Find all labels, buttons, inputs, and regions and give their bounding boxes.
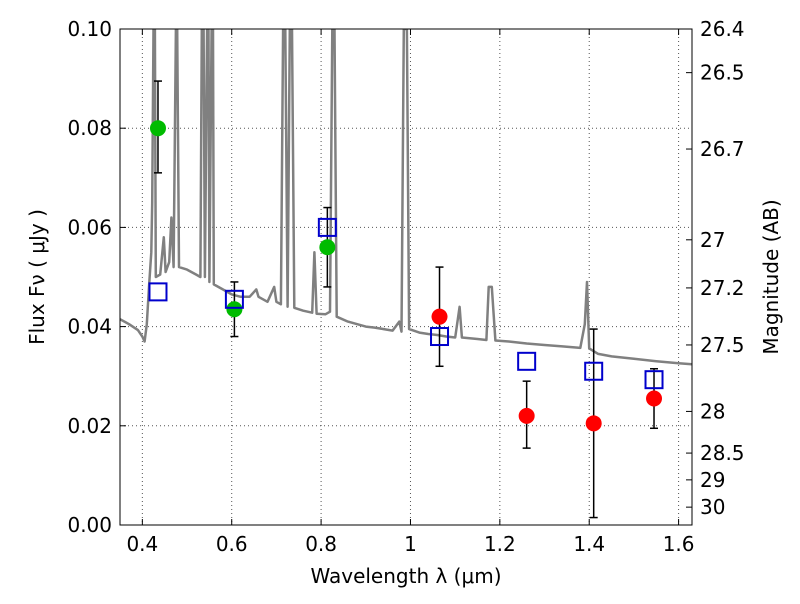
y-tick-label: 0.10: [67, 17, 112, 41]
circle-point: [226, 301, 243, 318]
x-tick-label: 1: [404, 532, 417, 556]
square-point: [317, 217, 337, 237]
y-axis-label: Flux Fν ( μJy ): [25, 209, 49, 345]
y2-tick-label: 26.5: [700, 61, 745, 85]
x-tick-label: 1.4: [573, 532, 605, 556]
y-tick-label: 0.02: [67, 414, 112, 438]
y-tick-label: 0.00: [67, 513, 112, 537]
x-tick-label: 0.6: [216, 532, 248, 556]
y2-tick-label: 27.5: [700, 333, 745, 357]
y-tick-label: 0.04: [67, 315, 112, 339]
plot-frame: [119, 28, 693, 526]
square-point: [644, 370, 664, 390]
square-point: [430, 327, 450, 347]
y2-tick-label: 26.7: [700, 137, 745, 161]
y2-tick-label: 27.2: [700, 276, 745, 300]
y2-tick-label: 27: [700, 228, 725, 252]
axis-ticks: 0.4 0.6 0.8 1 1.2 1.4 1.6 0.00 0.02 0.04 0.06 0.08 0…: [67, 17, 744, 556]
circle-point: [518, 407, 535, 424]
circle-point: [319, 239, 336, 256]
y2-tick-label: 28: [700, 399, 725, 423]
y2-tick-label: 26.4: [700, 17, 745, 41]
x-tick-label: 0.4: [126, 532, 158, 556]
plot-background: [120, 29, 692, 525]
square-point: [148, 282, 168, 302]
data-points-layer: [148, 80, 664, 519]
square-point: [584, 361, 604, 381]
y-tick-label: 0.08: [67, 116, 112, 140]
circle-point: [585, 415, 602, 432]
y2-axis-label: Magnitude (AB): [759, 199, 783, 354]
y2-tick-label: 29: [700, 468, 725, 492]
model-spectrum-line: [120, 29, 692, 366]
x-tick-label: 1.6: [663, 532, 695, 556]
square-point: [517, 351, 537, 371]
x-axis-label: Wavelength λ (μm): [310, 564, 501, 588]
y-tick-label: 0.06: [67, 215, 112, 239]
circle-point: [646, 390, 663, 407]
y2-tick-label: 28.5: [700, 441, 745, 465]
y2-tick-label: 30: [700, 495, 725, 519]
model-spectrum-layer: [120, 29, 692, 366]
circle-point: [149, 120, 166, 137]
x-tick-label: 1.2: [484, 532, 516, 556]
square-point: [224, 289, 244, 309]
circle-point: [431, 308, 448, 325]
x-tick-label: 0.8: [305, 532, 337, 556]
